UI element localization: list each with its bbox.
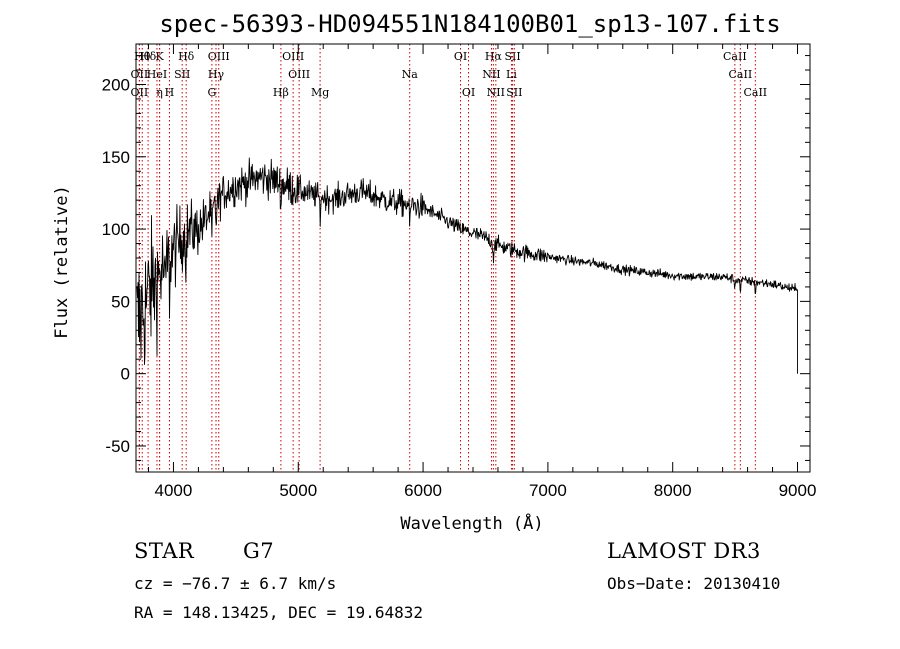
line-marker-label: Hδ [140, 50, 157, 63]
line-marker-label: Hγ [208, 68, 225, 81]
y-tick-label: -50 [105, 437, 130, 456]
line-marker-label: OI [454, 50, 467, 63]
redshift-velocity: cz = −76.7 ± 6.7 km/s [134, 574, 337, 593]
line-marker-label: OIII [282, 50, 304, 63]
line-marker-label: G [207, 86, 216, 99]
y-axis-label: Flux (relative) [52, 185, 72, 339]
line-marker-label: Li [506, 68, 517, 81]
line-marker-label: OIII [208, 50, 230, 63]
line-marker-label: HeI [147, 68, 167, 81]
line-marker-label: NII [482, 68, 500, 81]
spectrum-line [136, 157, 798, 374]
line-marker-label: OIII [288, 68, 310, 81]
line-marker-label: SII [506, 86, 522, 99]
line-marker-label: H [165, 86, 175, 99]
line-marker-label: Mg [311, 86, 329, 99]
line-marker-label: OII [131, 86, 149, 99]
line-marker-label: CaII [743, 86, 767, 99]
line-marker-label: CaII [729, 68, 753, 81]
line-marker-label: Hδ [178, 50, 195, 63]
line-marker-label: SII [504, 50, 520, 63]
line-marker-label: Hα [485, 50, 503, 63]
line-marker-label: SII [174, 68, 190, 81]
y-tick-label: 150 [102, 148, 130, 167]
x-tick-label: 4000 [155, 481, 193, 500]
plot-frame [135, 43, 811, 473]
line-marker-label: OII [131, 68, 149, 81]
y-tick-label: 100 [102, 220, 130, 239]
x-axis-label: Wavelength (Å) [400, 512, 543, 534]
sky-coordinates: RA = 148.13425, DEC = 19.64832 [134, 603, 423, 622]
y-tick-label: 0 [121, 365, 130, 384]
x-tick-label: 6000 [404, 481, 442, 500]
x-tick-label: 9000 [779, 481, 817, 500]
line-marker-label: Na [402, 68, 419, 81]
chart-title: spec-56393-HD094551N184100B01_sp13-107.f… [159, 10, 780, 38]
line-marker-label: Hθ [134, 50, 151, 63]
x-tick-label: 5000 [279, 481, 317, 500]
line-marker-label: OI [462, 86, 475, 99]
x-tick-label: 7000 [529, 481, 567, 500]
line-marker-label: CaII [723, 50, 747, 63]
spectral-subclass: G7 [243, 539, 275, 563]
line-marker-label: NII [487, 86, 505, 99]
survey-name: LAMOST DR3 [607, 539, 761, 563]
x-tick-label: 8000 [654, 481, 692, 500]
line-marker-label: Hβ [273, 86, 289, 99]
observation-date: Obs−Date: 20130410 [607, 574, 781, 593]
object-class: STAR [134, 539, 195, 563]
spectrum-series [136, 157, 798, 374]
y-tick-label: 200 [102, 75, 130, 94]
y-tick-label: 50 [111, 292, 130, 311]
line-marker-label: η [156, 86, 163, 99]
plot-axes: 4000 5000 6000 7000 8000 9000 -50 0 50 100 150 200 [102, 43, 817, 500]
